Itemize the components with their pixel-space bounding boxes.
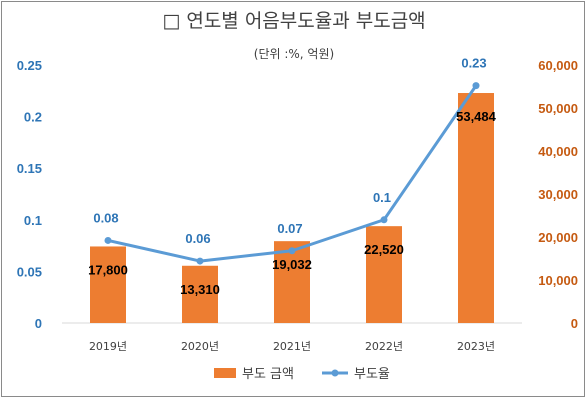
- line-series: [104, 82, 480, 265]
- legend-bar-label: 부도 금액: [242, 367, 294, 382]
- left-tick-label: 0.25: [17, 58, 42, 73]
- right-tick-label: 0: [571, 316, 578, 331]
- x-tick-label: 2022년: [365, 340, 403, 353]
- line-point: [288, 247, 296, 255]
- left-tick-label: 0.2: [24, 110, 42, 125]
- line-point: [380, 216, 388, 224]
- line-value-label: 0.1: [373, 190, 391, 205]
- legend: 부도 금액 부도율: [214, 367, 390, 382]
- line-value-label: 0.23: [461, 56, 486, 71]
- bar: [90, 246, 126, 323]
- line-point: [472, 82, 480, 90]
- bar-value-label: 13,310: [180, 282, 220, 297]
- x-axis-ticks: 2019년 2020년 2021년 2022년 2023년: [89, 340, 495, 353]
- line-point: [104, 236, 112, 244]
- bar-series: [90, 93, 494, 323]
- right-tick-label: 40,000: [538, 144, 578, 159]
- x-tick-label: 2019년: [89, 340, 127, 353]
- line-point: [196, 257, 204, 265]
- chart-subtitle: (단위 :%, 억원): [254, 47, 334, 61]
- line-value-label: 0.07: [277, 221, 302, 236]
- right-tick-label: 20,000: [538, 230, 578, 245]
- bar: [458, 93, 494, 323]
- bar-value-label: 17,800: [88, 262, 128, 277]
- right-tick-label: 10,000: [538, 273, 578, 288]
- left-axis-ticks: 0 0.05 0.1 0.15 0.2 0.25: [17, 58, 42, 331]
- bar-data-labels: 17,800 13,310 19,032 22,520 53,484: [88, 109, 497, 297]
- right-tick-label: 60,000: [538, 58, 578, 73]
- chart-title: □ 연도별 어음부도율과 부도금액: [162, 10, 425, 32]
- right-tick-label: 50,000: [538, 101, 578, 116]
- left-tick-label: 0: [35, 316, 42, 331]
- left-tick-label: 0.05: [17, 264, 42, 279]
- bar-value-label: 22,520: [364, 242, 404, 257]
- bar-value-label: 53,484: [456, 109, 497, 124]
- bar: [182, 265, 218, 323]
- legend-line-marker: [331, 369, 339, 377]
- line-data-labels: 0.08 0.06 0.07 0.1 0.23: [93, 56, 486, 246]
- bar-value-label: 19,032: [272, 257, 312, 272]
- line-value-label: 0.06: [185, 231, 210, 246]
- left-tick-label: 0.1: [24, 213, 42, 228]
- line-value-label: 0.08: [93, 210, 118, 225]
- x-tick-label: 2020년: [181, 340, 219, 353]
- right-axis-ticks: 0 10,000 20,000 30,000 40,000 50,000 60,000: [538, 58, 578, 331]
- left-tick-label: 0.15: [17, 161, 42, 176]
- x-tick-label: 2021년: [273, 340, 311, 353]
- bar: [274, 241, 310, 323]
- legend-bar-swatch: [214, 368, 236, 378]
- right-tick-label: 30,000: [538, 187, 578, 202]
- x-tick-label: 2023년: [457, 340, 495, 353]
- bar: [366, 226, 402, 323]
- legend-line-label: 부도율: [354, 367, 390, 382]
